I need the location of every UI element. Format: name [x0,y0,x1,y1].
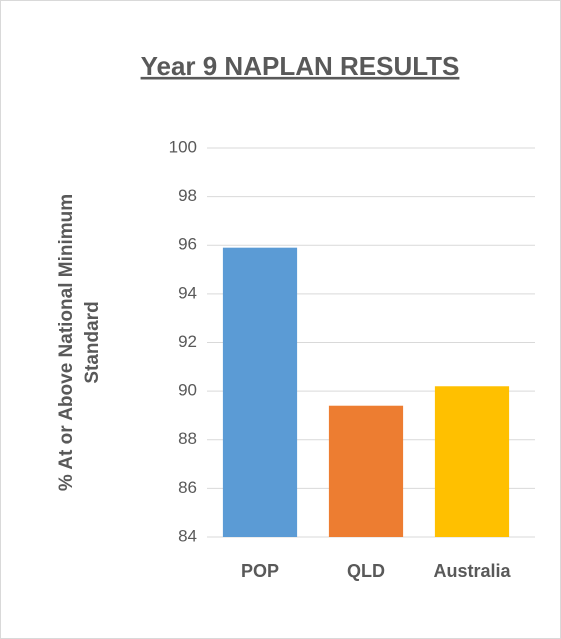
chart-title: Year 9 NAPLAN RESULTS [141,51,460,81]
y-axis-label-line: % At or Above National Minimum [56,194,77,491]
y-tick-label: 96 [178,235,197,254]
x-tick-label: QLD [347,561,385,581]
x-tick-label: Australia [433,561,511,581]
x-tick-label: POP [241,561,279,581]
y-tick-label: 100 [169,137,197,156]
y-axis-label: % At or Above National Minimum Standard [56,194,103,491]
bar [328,405,404,537]
y-tick-label: 88 [178,429,197,448]
y-tick-label: 98 [178,186,197,205]
y-tick-label: 84 [178,526,197,545]
y-tick-label: 94 [178,283,197,302]
y-axis-label-line: Standard [82,301,103,383]
bar [434,386,510,537]
y-tick-label: 86 [178,478,197,497]
y-tick-label: 90 [178,381,197,400]
y-tick-label: 92 [178,332,197,351]
bar [222,247,298,537]
